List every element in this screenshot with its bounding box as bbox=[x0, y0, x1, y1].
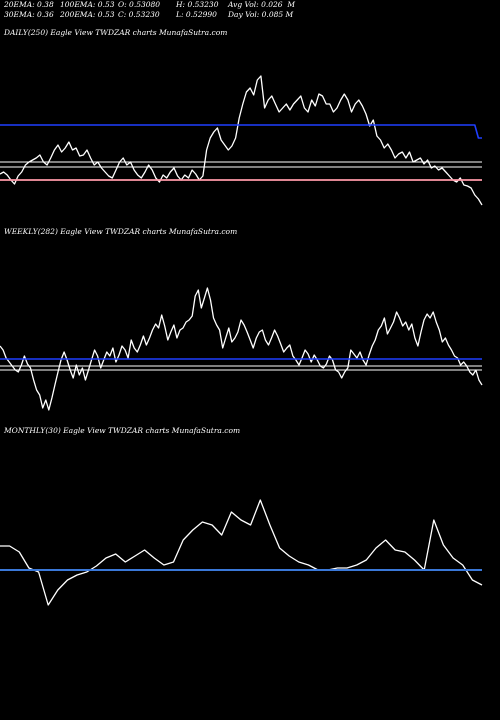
indicator-value: O: 0.53080 bbox=[118, 0, 161, 9]
indicator-value: L: 0.52990 bbox=[176, 10, 217, 19]
indicator-value: C: 0.53230 bbox=[118, 10, 160, 19]
indicator-value: 100EMA: 0.53 bbox=[60, 0, 115, 9]
price-line bbox=[0, 287, 483, 411]
price-line bbox=[0, 499, 483, 606]
indicator-value: 30EMA: 0.36 bbox=[4, 10, 54, 19]
chart-title: WEEKLY(282) Eagle View TWDZAR charts Mun… bbox=[4, 227, 237, 236]
indicator-value: 20EMA: 0.38 bbox=[4, 0, 54, 9]
chart-title: DAILY(250) Eagle View TWDZAR charts Muna… bbox=[3, 28, 227, 37]
indicator-value: Day Vol: 0.085 M bbox=[228, 10, 294, 19]
indicator-value: H: 0.53230 bbox=[176, 0, 219, 9]
price-line bbox=[0, 75, 483, 206]
indicator-value: 200EMA: 0.53 bbox=[60, 10, 115, 19]
average-line bbox=[0, 124, 482, 139]
chart-title: MONTHLY(30) Eagle View TWDZAR charts Mun… bbox=[3, 426, 240, 435]
indicator-value: Avg Vol: 0.026 M bbox=[228, 0, 296, 9]
